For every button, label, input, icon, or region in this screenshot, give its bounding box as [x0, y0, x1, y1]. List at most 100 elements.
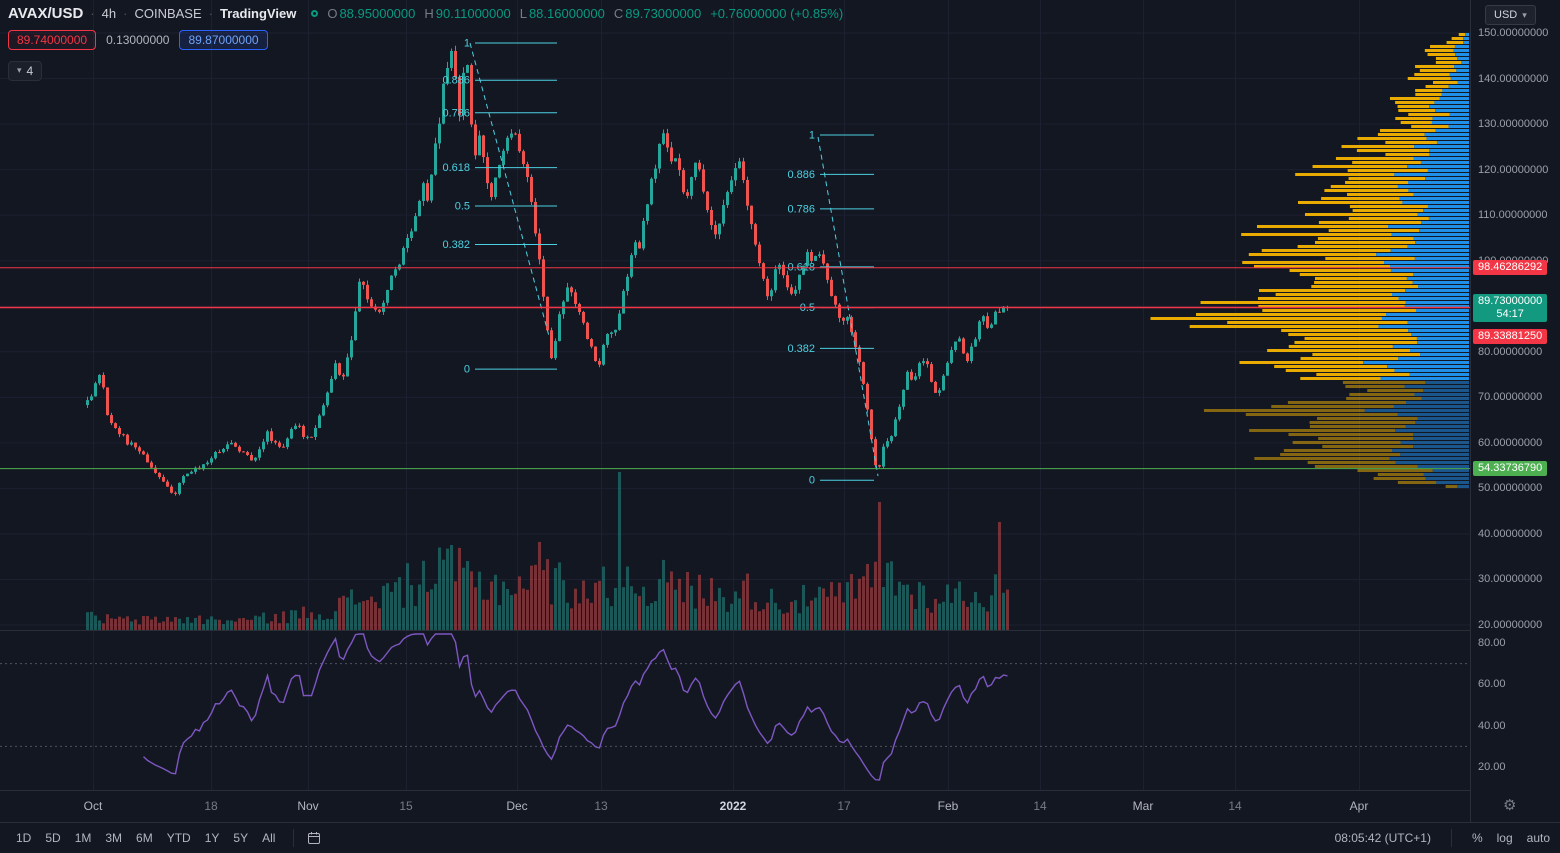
range-button-1Y[interactable]: 1Y — [199, 827, 226, 849]
toolbar-divider — [1450, 829, 1452, 847]
ohlc-open: O 88.95000000 — [327, 6, 416, 21]
rsi-axis-label: 40.00 — [1478, 719, 1506, 732]
percent-scale-button[interactable]: % — [1471, 831, 1483, 845]
price-axis-label: 150.00000000 — [1478, 27, 1549, 39]
fib-layer: 10.8860.7860.6180.50.382010.8860.7860.61… — [442, 38, 879, 487]
range-buttons-group: 1D 5D 1M 3M 6M YTD 1Y 5Y All — [10, 827, 322, 849]
go-to-date-icon[interactable] — [306, 830, 322, 846]
market-status-icon — [311, 10, 319, 17]
price-axis-label: 60.00000000 — [1478, 436, 1543, 449]
separator-dot: · — [123, 6, 128, 21]
range-button-1D[interactable]: 1D — [10, 827, 37, 849]
price-line-badge[interactable]: 89.33881250 — [1473, 329, 1548, 345]
volume-layer — [86, 472, 1009, 630]
price-axis-label: 110.00000000 — [1478, 209, 1548, 222]
price-axis-label: 50.00000000 — [1478, 482, 1543, 495]
time-axis[interactable]: Oct 18 Nov 15 Dec 13 2022 17 Feb 14 Mar 14 Apr — [0, 790, 1470, 822]
separator-dot: · — [90, 6, 95, 21]
chevron-down-icon: ▾ — [1522, 9, 1527, 20]
currency-label: USD — [1494, 9, 1518, 21]
trade-row: 89.74000000 0.13000000 89.87000000 — [8, 30, 843, 50]
price-lines-layer — [0, 267, 1470, 631]
range-button-YTD[interactable]: YTD — [161, 827, 197, 849]
price-axis-label: 70.00000000 — [1478, 391, 1543, 404]
chevron-down-icon: ▾ — [17, 65, 22, 75]
interval-button[interactable]: 4h — [101, 6, 117, 21]
ohlc-high: H 90.11000000 — [424, 6, 511, 21]
separator-dot: · — [208, 6, 213, 21]
time-axis-label: 13 — [594, 799, 608, 813]
price-line-badge[interactable]: 89.73000000 54:17 — [1473, 294, 1548, 323]
pane-controls-row: ▾ 4 — [8, 60, 843, 81]
pane-dropdown-button[interactable]: ▾ 4 — [8, 60, 43, 81]
rsi-layer — [0, 633, 1470, 781]
price-axis[interactable]: USD ▾ ⚙ 150.00000000 140.00000000 130.0000… — [1470, 0, 1560, 822]
svg-text:0: 0 — [464, 364, 470, 376]
time-axis-label: 17 — [837, 799, 851, 813]
time-axis-label: Feb — [937, 799, 959, 813]
settings-icon[interactable]: ⚙ — [1503, 797, 1517, 814]
time-axis-label: Dec — [506, 799, 528, 813]
svg-text:0.886: 0.886 — [442, 75, 470, 87]
svg-text:0.786: 0.786 — [442, 107, 470, 119]
auto-scale-button[interactable]: auto — [1526, 831, 1550, 845]
scale-controls-group: 08:05:42 (UTC+1) % log auto — [1335, 829, 1550, 847]
price-axis-label: 40.00000000 — [1478, 527, 1543, 540]
chart-canvas[interactable]: 10.8860.7860.6180.50.382010.8860.7860.61… — [0, 0, 1470, 790]
buy-price-button[interactable]: 89.87000000 — [179, 30, 268, 50]
volume-profile-layer — [1150, 33, 1469, 488]
rsi-axis-label: 80.00 — [1478, 637, 1506, 649]
price-axis-label: 20.00000000 — [1478, 619, 1543, 632]
ohlc-low: L 88.16000000 — [519, 6, 605, 21]
svg-text:0.886: 0.886 — [787, 169, 815, 181]
price-line-badge[interactable]: 54.33736790 — [1473, 460, 1548, 476]
rsi-axis-label: 60.00 — [1478, 678, 1506, 691]
grid-layer — [0, 0, 1470, 790]
symbol-row: AVAX/USD · 4h · COINBASE · TradingView O… — [8, 5, 843, 22]
range-button-All[interactable]: All — [256, 827, 281, 849]
currency-selector-button[interactable]: USD ▾ — [1485, 5, 1536, 25]
range-button-3M[interactable]: 3M — [99, 827, 128, 849]
price-axis-label: 130.00000000 — [1478, 118, 1549, 131]
sell-price-button[interactable]: 89.74000000 — [8, 30, 97, 50]
ohlc-values: O 88.95000000 H 90.11000000 L 88.16000000 C… — [327, 6, 843, 21]
time-axis-label: Apr — [1349, 799, 1369, 813]
price-line-badge[interactable]: 98.46286292 — [1473, 259, 1548, 275]
range-button-1M[interactable]: 1M — [69, 827, 98, 849]
time-axis-label: 14 — [1228, 799, 1242, 813]
range-button-6M[interactable]: 6M — [130, 827, 159, 849]
brand-label: TradingView — [219, 6, 297, 21]
symbol-name[interactable]: AVAX/USD — [8, 5, 84, 22]
chart-header: AVAX/USD · 4h · COINBASE · TradingView O… — [8, 5, 843, 81]
exchange-label: COINBASE — [134, 6, 202, 21]
ohlc-close: C 89.73000000 — [613, 6, 702, 21]
price-axis-label: 30.00000000 — [1478, 573, 1543, 586]
time-axis-label: Oct — [83, 799, 103, 813]
svg-text:0.382: 0.382 — [442, 239, 470, 251]
price-axis-label: 80.00000000 — [1478, 345, 1543, 358]
range-button-5D[interactable]: 5D — [39, 827, 66, 849]
spread-value: 0.13000000 — [106, 33, 170, 47]
svg-text:1: 1 — [809, 130, 815, 142]
svg-text:0.5: 0.5 — [455, 201, 470, 213]
svg-text:0.786: 0.786 — [787, 203, 815, 215]
time-axis-label: 14 — [1033, 799, 1047, 813]
price-axis-label: 120.00000000 — [1478, 163, 1549, 176]
svg-text:0: 0 — [809, 475, 815, 487]
price-axis-label: 140.00000000 — [1478, 72, 1549, 85]
bottom-toolbar: 1D 5D 1M 3M 6M YTD 1Y 5Y All 08:05:42 (UTC+1) % … — [0, 822, 1560, 853]
svg-text:0.382: 0.382 — [787, 343, 815, 355]
rsi-axis-label: 20.00 — [1478, 761, 1506, 773]
change-label: +0.76000000 (+0.85%) — [710, 6, 844, 21]
range-buttons: 1D 5D 1M 3M 6M YTD 1Y 5Y All — [10, 827, 281, 849]
time-axis-label: 15 — [399, 799, 413, 813]
time-axis-label: Nov — [297, 799, 319, 813]
time-axis-label: Mar — [1132, 799, 1154, 813]
svg-text:0.618: 0.618 — [442, 162, 470, 174]
log-scale-button[interactable]: log — [1496, 831, 1513, 845]
toolbar-divider — [293, 829, 295, 847]
range-button-5Y[interactable]: 5Y — [227, 827, 254, 849]
svg-text:1: 1 — [464, 38, 470, 50]
time-axis-label: 2022 — [719, 799, 747, 813]
